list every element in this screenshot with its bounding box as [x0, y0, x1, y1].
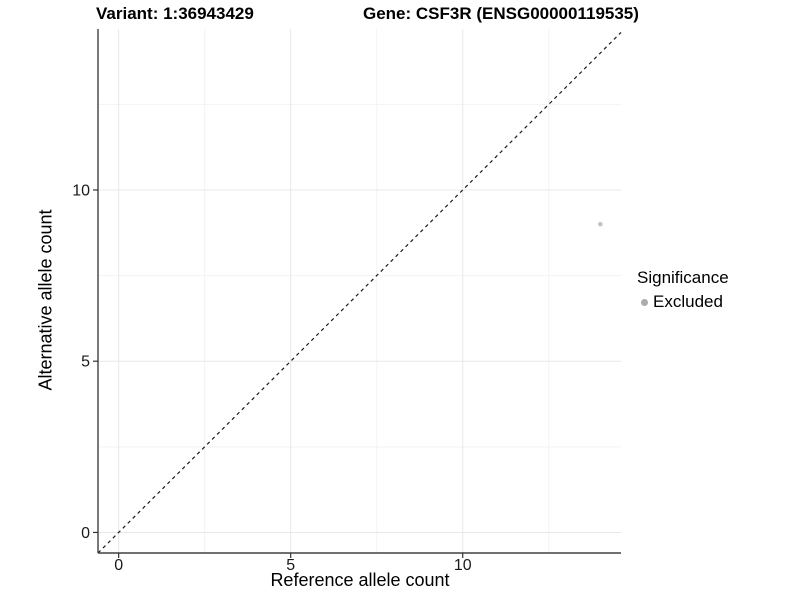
y-tick-label: 5: [81, 354, 90, 371]
x-tick-label: 10: [454, 557, 472, 574]
data-point: [598, 221, 603, 227]
legend-title: Significance: [637, 268, 729, 287]
legend: Significance Excluded: [637, 268, 729, 312]
x-tick-label: 0: [114, 557, 123, 574]
legend-entry-excluded: Excluded: [637, 292, 729, 312]
plot-title-variant: Variant: 1:36943429: [96, 4, 254, 23]
legend-entry-label: Excluded: [653, 292, 723, 311]
plot-title-gene: Gene: CSF3R (ENSG00000119535): [363, 4, 639, 23]
y-axis-title: Alternative allele count: [35, 209, 56, 391]
y-tick-label: 10: [72, 182, 90, 199]
identity-line: [97, 31, 622, 554]
x-axis-title: Reference allele count: [270, 570, 450, 590]
x-tick-label: 5: [286, 557, 295, 574]
y-tick-label: 0: [81, 525, 90, 542]
legend-point-icon: [641, 298, 648, 306]
